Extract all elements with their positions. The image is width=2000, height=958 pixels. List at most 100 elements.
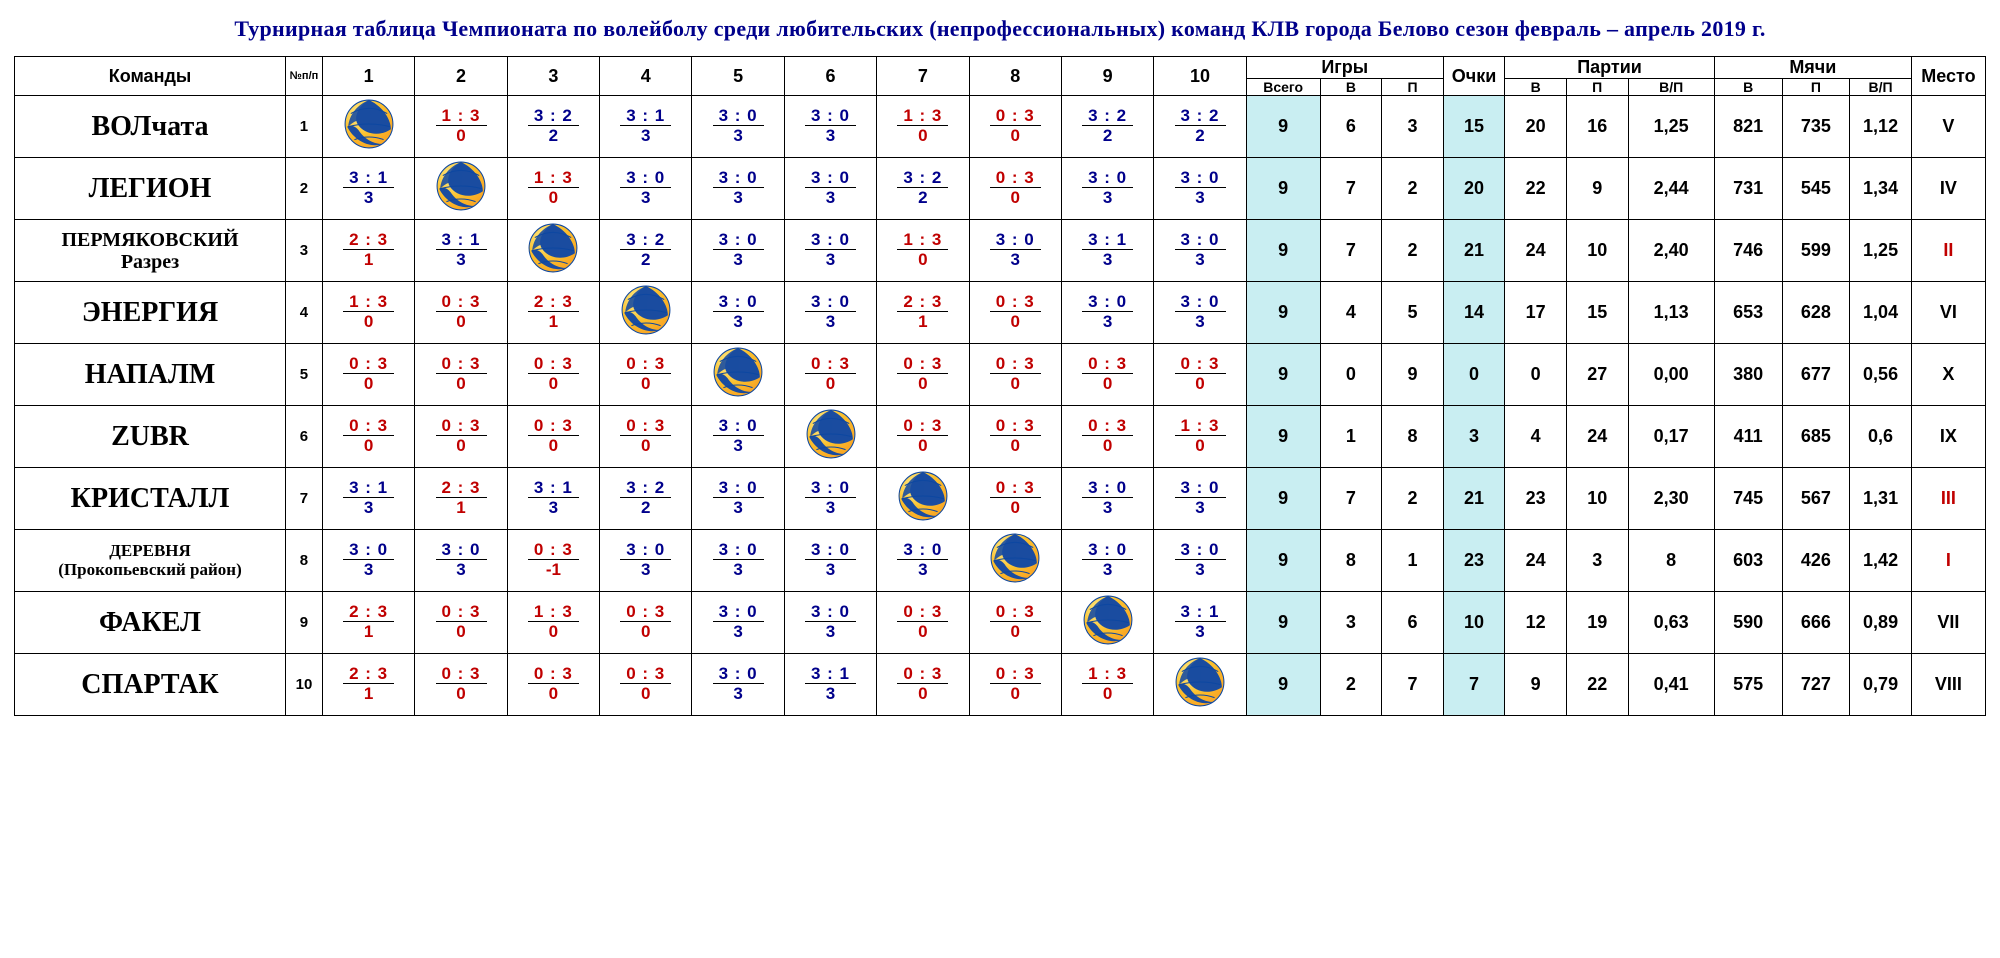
match-score: 0 : 3: [897, 665, 948, 685]
sets-won: 20: [1505, 96, 1567, 158]
match-points: 0: [990, 126, 1041, 145]
match-points: 0: [436, 622, 487, 641]
games-all: 9: [1246, 654, 1320, 716]
hdr-balls-w: В: [1714, 79, 1782, 96]
balls-won: 575: [1714, 654, 1782, 716]
match-score: 3 : 0: [713, 541, 764, 561]
match-points: 0: [528, 374, 579, 393]
sets-ratio: 0,41: [1628, 654, 1714, 716]
match-points: 3: [1175, 188, 1226, 207]
match-cell: 3 : 03: [1154, 282, 1246, 344]
games-all: 9: [1246, 530, 1320, 592]
match-score: 3 : 0: [713, 665, 764, 685]
balls-lost: 666: [1782, 592, 1850, 654]
match-cell: 1 : 30: [415, 96, 507, 158]
match-cell: 0 : 30: [600, 344, 692, 406]
match-points: 3: [1082, 560, 1133, 579]
match-cell: 0 : 30: [877, 344, 969, 406]
match-score: 3 : 1: [1082, 231, 1133, 251]
hdr-balls: Мячи: [1714, 57, 1911, 79]
match-cell: 3 : 03: [692, 406, 784, 468]
hdr-sets-w: В: [1505, 79, 1567, 96]
match-points: 3: [1082, 250, 1133, 269]
points: 21: [1443, 468, 1505, 530]
games-all: 9: [1246, 158, 1320, 220]
hdr-opp-8: 8: [969, 57, 1061, 96]
points: 7: [1443, 654, 1505, 716]
match-points: 2: [1082, 126, 1133, 145]
match-cell: 0 : 30: [507, 654, 599, 716]
games-lost: 3: [1382, 96, 1444, 158]
match-points: 3: [620, 126, 671, 145]
match-cell: 2 : 31: [877, 282, 969, 344]
match-points: 1: [897, 312, 948, 331]
match-points: 1: [528, 312, 579, 331]
match-cell: 3 : 03: [692, 282, 784, 344]
match-score: 0 : 3: [1175, 355, 1226, 375]
match-cell: 3 : 13: [507, 468, 599, 530]
sets-ratio: 2,40: [1628, 220, 1714, 282]
hdr-balls-l: П: [1782, 79, 1850, 96]
hdr-opp-2: 2: [415, 57, 507, 96]
match-points: 3: [343, 560, 394, 579]
match-points: 3: [805, 188, 856, 207]
games-lost: 6: [1382, 592, 1444, 654]
match-cell: 2 : 31: [322, 220, 414, 282]
match-score: 3 : 0: [1082, 541, 1133, 561]
match-cell: 0 : 30: [600, 406, 692, 468]
team-name: ВОЛчата: [15, 96, 286, 158]
team-name: ДЕРЕВНЯ(Прокопьевский район): [15, 530, 286, 592]
sets-ratio: 8: [1628, 530, 1714, 592]
games-lost: 2: [1382, 468, 1444, 530]
match-score: 2 : 3: [343, 603, 394, 623]
balls-lost: 685: [1782, 406, 1850, 468]
match-cell: 3 : 03: [784, 282, 876, 344]
table-row: ЛЕГИОН23 : 131 : 303 : 033 : 033 : 033 :…: [15, 158, 1986, 220]
hdr-sets-l: П: [1566, 79, 1628, 96]
match-points: 3: [805, 622, 856, 641]
match-score: 3 : 0: [713, 231, 764, 251]
table-row: ВОЛчата11 : 303 : 223 : 133 : 033 : 031 …: [15, 96, 1986, 158]
match-points: 3: [1175, 250, 1226, 269]
match-score: 0 : 3: [897, 417, 948, 437]
match-points: 3: [713, 498, 764, 517]
match-points: 3: [1082, 188, 1133, 207]
match-cell: 0 : 30: [969, 158, 1061, 220]
table-row: ДЕРЕВНЯ(Прокопьевский район)83 : 033 : 0…: [15, 530, 1986, 592]
match-score: 0 : 3: [528, 665, 579, 685]
volleyball-icon: [1082, 594, 1134, 646]
match-cell: 3 : 03: [784, 220, 876, 282]
balls-won: 821: [1714, 96, 1782, 158]
match-points: 3: [1175, 498, 1226, 517]
hdr-idx: №п/п: [286, 57, 323, 96]
match-cell: 0 : 30: [1154, 344, 1246, 406]
match-score: 3 : 1: [620, 107, 671, 127]
diagonal-cell: [969, 530, 1061, 592]
hdr-sets-r: В/П: [1628, 79, 1714, 96]
points: 20: [1443, 158, 1505, 220]
team-index: 9: [286, 592, 323, 654]
match-score: 3 : 2: [1082, 107, 1133, 127]
table-row: ЭНЕРГИЯ41 : 300 : 302 : 313 : 033 : 032 …: [15, 282, 1986, 344]
match-cell: 3 : 03: [1061, 158, 1153, 220]
match-score: 0 : 3: [990, 479, 1041, 499]
points: 3: [1443, 406, 1505, 468]
sets-won: 22: [1505, 158, 1567, 220]
match-points: 3: [897, 560, 948, 579]
match-cell: 3 : 03: [784, 468, 876, 530]
match-score: 3 : 0: [1175, 169, 1226, 189]
match-cell: 3 : 03: [969, 220, 1061, 282]
match-score: 3 : 1: [805, 665, 856, 685]
match-cell: 0 : 30: [507, 344, 599, 406]
match-cell: 0 : 30: [969, 592, 1061, 654]
hdr-opp-5: 5: [692, 57, 784, 96]
match-cell: 3 : 03: [692, 158, 784, 220]
hdr-opp-9: 9: [1061, 57, 1153, 96]
balls-ratio: 1,42: [1850, 530, 1912, 592]
team-index: 5: [286, 344, 323, 406]
match-cell: 3 : 03: [1154, 468, 1246, 530]
match-cell: 3 : 13: [415, 220, 507, 282]
match-score: 3 : 0: [990, 231, 1041, 251]
match-score: 1 : 3: [1175, 417, 1226, 437]
hdr-place: Место: [1911, 57, 1985, 96]
